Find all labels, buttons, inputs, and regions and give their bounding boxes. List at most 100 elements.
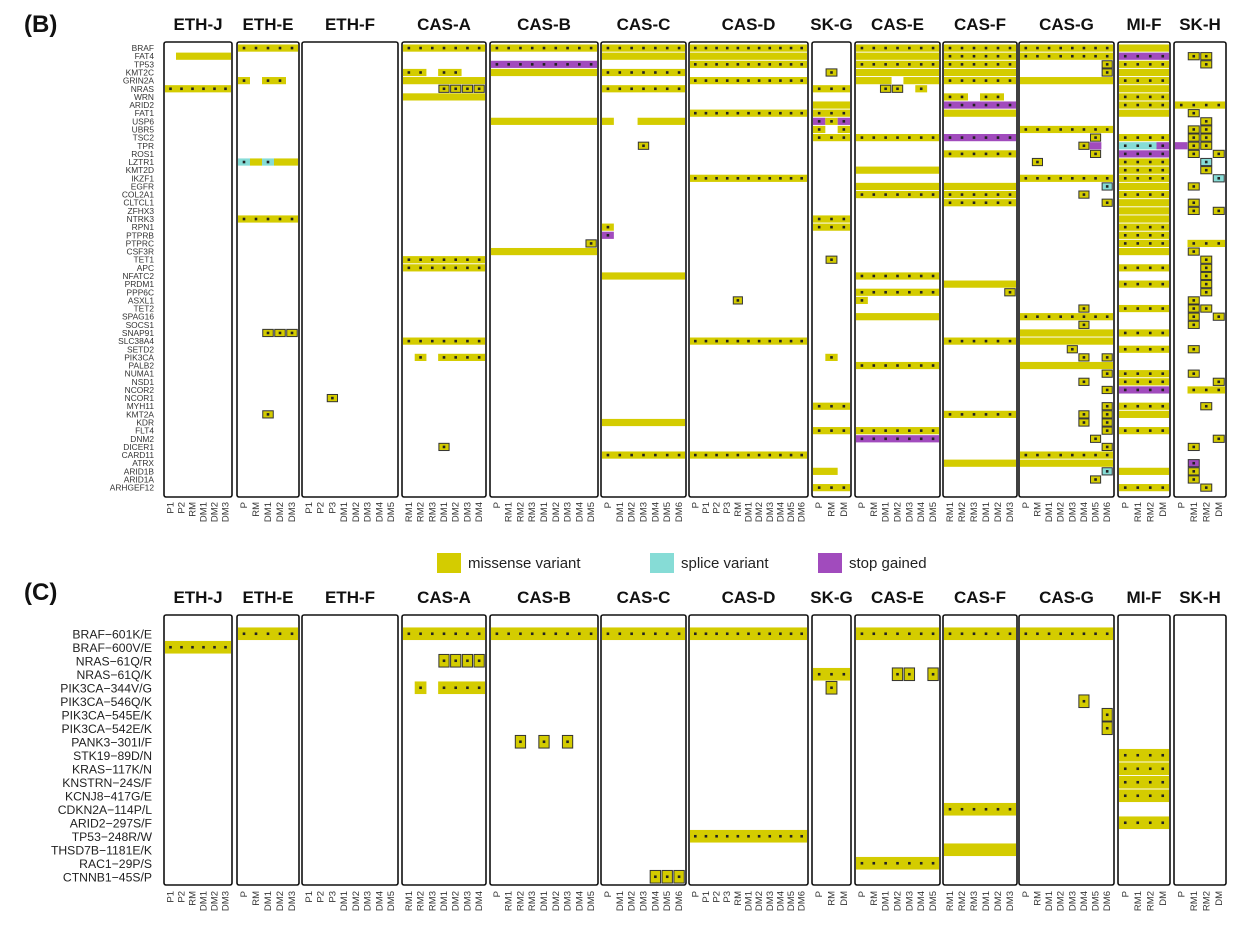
variant-mark bbox=[1119, 68, 1169, 77]
sample-dot bbox=[694, 46, 697, 50]
sample-dot bbox=[931, 429, 935, 432]
variant-mark bbox=[165, 85, 231, 93]
variant-mark bbox=[1101, 442, 1113, 452]
sample-dot bbox=[578, 632, 581, 636]
sample-dot bbox=[242, 632, 246, 636]
sample-dot bbox=[1136, 307, 1140, 310]
sample-label: RM bbox=[827, 891, 838, 906]
sample-dot bbox=[1161, 136, 1165, 139]
variant-mark bbox=[1101, 402, 1113, 411]
sample-dot bbox=[984, 632, 988, 636]
variant-cell bbox=[1020, 174, 1113, 182]
sample-label: DM3 bbox=[1005, 502, 1016, 522]
variant-mark bbox=[1078, 353, 1090, 362]
sample-dot bbox=[1204, 242, 1208, 245]
sample-dot bbox=[1192, 136, 1196, 139]
sample-dot bbox=[466, 632, 469, 636]
sample-label: DM4 bbox=[374, 891, 385, 911]
variant-mark bbox=[1119, 142, 1157, 150]
sample-label: RM3 bbox=[527, 891, 538, 911]
sample-dot bbox=[519, 740, 522, 744]
sample-dot bbox=[419, 71, 422, 74]
variant-cell bbox=[944, 843, 1016, 857]
variant-cell bbox=[856, 52, 939, 60]
gene-label: NTRK3 bbox=[127, 214, 155, 224]
sample-dot bbox=[1136, 233, 1140, 237]
variant-mark bbox=[1187, 442, 1200, 452]
sample-dot bbox=[830, 686, 833, 690]
variant-mark bbox=[602, 117, 614, 125]
sample-dot bbox=[331, 396, 334, 400]
sample-dot bbox=[1136, 152, 1140, 156]
panel-label-c: (C) bbox=[24, 579, 57, 606]
sample-dot bbox=[1105, 429, 1109, 432]
variant-mark bbox=[1066, 345, 1078, 354]
sample-label: DM4 bbox=[916, 891, 927, 911]
sample-label: RM3 bbox=[427, 891, 438, 911]
variant-cell bbox=[438, 681, 485, 695]
case-panel-frame bbox=[401, 614, 487, 886]
variant-mark bbox=[1119, 345, 1169, 353]
sample-dot bbox=[996, 63, 1000, 66]
sample-label: P bbox=[814, 502, 825, 508]
gene-label: MYH11 bbox=[127, 401, 155, 411]
sample-dot bbox=[202, 645, 205, 649]
sample-label: DM1 bbox=[263, 891, 274, 911]
sample-dot bbox=[996, 193, 1000, 196]
sample-dot bbox=[654, 71, 657, 74]
sample-dot bbox=[1161, 331, 1165, 335]
sample-dot bbox=[1059, 54, 1062, 58]
case-title: CAS-A bbox=[417, 588, 471, 607]
variant-mark bbox=[813, 484, 850, 492]
variant-mark bbox=[1200, 271, 1213, 281]
variant-cell bbox=[944, 410, 1016, 418]
sample-dot bbox=[1123, 794, 1127, 798]
variant-mark bbox=[1101, 707, 1113, 722]
sample-label: DM1 bbox=[881, 891, 892, 911]
sample-dot bbox=[507, 63, 510, 66]
gene-label: CTNNB1−45S/P bbox=[63, 870, 152, 884]
variant-cell bbox=[944, 109, 1016, 117]
sample-dot bbox=[872, 46, 876, 50]
sample-dot bbox=[1204, 307, 1208, 310]
sample-dot bbox=[213, 645, 216, 649]
sample-dot bbox=[704, 46, 708, 50]
sample-label: RM2 bbox=[515, 891, 526, 911]
sample-dot bbox=[972, 79, 976, 82]
sample-dot bbox=[1094, 453, 1097, 457]
sample-dot bbox=[704, 834, 708, 838]
case-title: SK-H bbox=[1179, 15, 1221, 34]
sample-label: P2 bbox=[712, 891, 723, 903]
sample-dot bbox=[1136, 767, 1140, 771]
sample-dot bbox=[202, 87, 205, 91]
sample-dot bbox=[884, 63, 887, 66]
variant-mark bbox=[1187, 296, 1200, 305]
variant-mark bbox=[944, 280, 1016, 288]
variant-mark bbox=[403, 256, 485, 264]
gene-label: IKZF1 bbox=[131, 173, 154, 183]
sample-dot bbox=[1047, 632, 1051, 636]
variant-mark bbox=[1119, 378, 1169, 386]
sample-dot bbox=[1161, 429, 1165, 432]
sample-label: P2 bbox=[712, 502, 723, 514]
sample-dot bbox=[477, 87, 481, 91]
sample-label: P bbox=[1120, 891, 1131, 897]
sample-dot bbox=[757, 453, 761, 457]
sample-dot bbox=[630, 632, 633, 636]
case-cas-f-b: CAS-F RM1 RM2 RM3 DM1 DM2 DM3 bbox=[942, 15, 1018, 522]
sample-label: DM3 bbox=[639, 891, 650, 911]
variant-cell bbox=[1119, 402, 1169, 410]
sample-label: DM4 bbox=[574, 891, 585, 911]
sample-dot bbox=[1105, 63, 1109, 66]
sample-dot bbox=[477, 339, 481, 343]
sample-dot bbox=[1136, 388, 1140, 392]
variant-mark bbox=[1101, 353, 1113, 362]
sample-dot bbox=[972, 46, 976, 50]
variant-mark bbox=[1101, 721, 1113, 736]
gene-label: TET1 bbox=[134, 255, 155, 265]
sample-dot bbox=[1036, 46, 1039, 50]
sample-dot bbox=[1204, 54, 1208, 58]
sample-label: RM2 bbox=[957, 502, 968, 522]
sample-dot bbox=[442, 445, 446, 449]
variant-mark bbox=[813, 117, 826, 125]
